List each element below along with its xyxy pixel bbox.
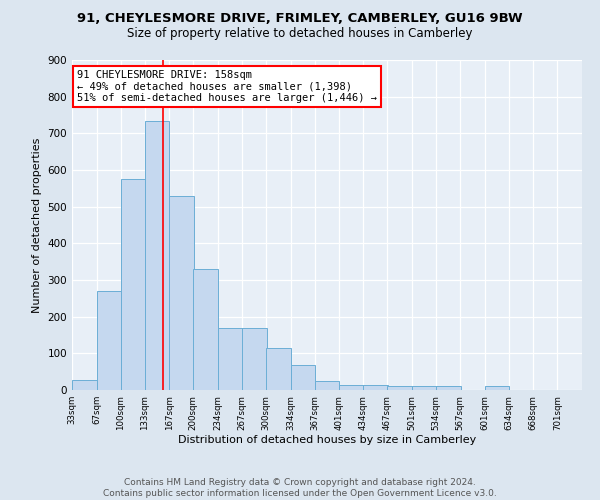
Bar: [436, 386, 461, 390]
Bar: [72, 380, 97, 390]
Bar: [193, 269, 218, 390]
Bar: [145, 120, 169, 390]
Y-axis label: Number of detached properties: Number of detached properties: [32, 138, 42, 312]
Bar: [218, 328, 243, 390]
Bar: [485, 386, 509, 390]
Bar: [266, 348, 290, 390]
Bar: [242, 328, 267, 390]
Bar: [364, 384, 388, 390]
Bar: [412, 386, 437, 390]
Text: 91, CHEYLESMORE DRIVE, FRIMLEY, CAMBERLEY, GU16 9BW: 91, CHEYLESMORE DRIVE, FRIMLEY, CAMBERLE…: [77, 12, 523, 26]
Bar: [169, 196, 194, 390]
Bar: [290, 365, 316, 390]
Bar: [340, 384, 364, 390]
Bar: [314, 381, 340, 390]
Text: 91 CHEYLESMORE DRIVE: 158sqm
← 49% of detached houses are smaller (1,398)
51% of: 91 CHEYLESMORE DRIVE: 158sqm ← 49% of de…: [77, 70, 377, 103]
X-axis label: Distribution of detached houses by size in Camberley: Distribution of detached houses by size …: [178, 436, 476, 446]
Bar: [387, 386, 412, 390]
Text: Size of property relative to detached houses in Camberley: Size of property relative to detached ho…: [127, 28, 473, 40]
Bar: [97, 291, 121, 390]
Text: Contains HM Land Registry data © Crown copyright and database right 2024.
Contai: Contains HM Land Registry data © Crown c…: [103, 478, 497, 498]
Bar: [121, 179, 145, 390]
